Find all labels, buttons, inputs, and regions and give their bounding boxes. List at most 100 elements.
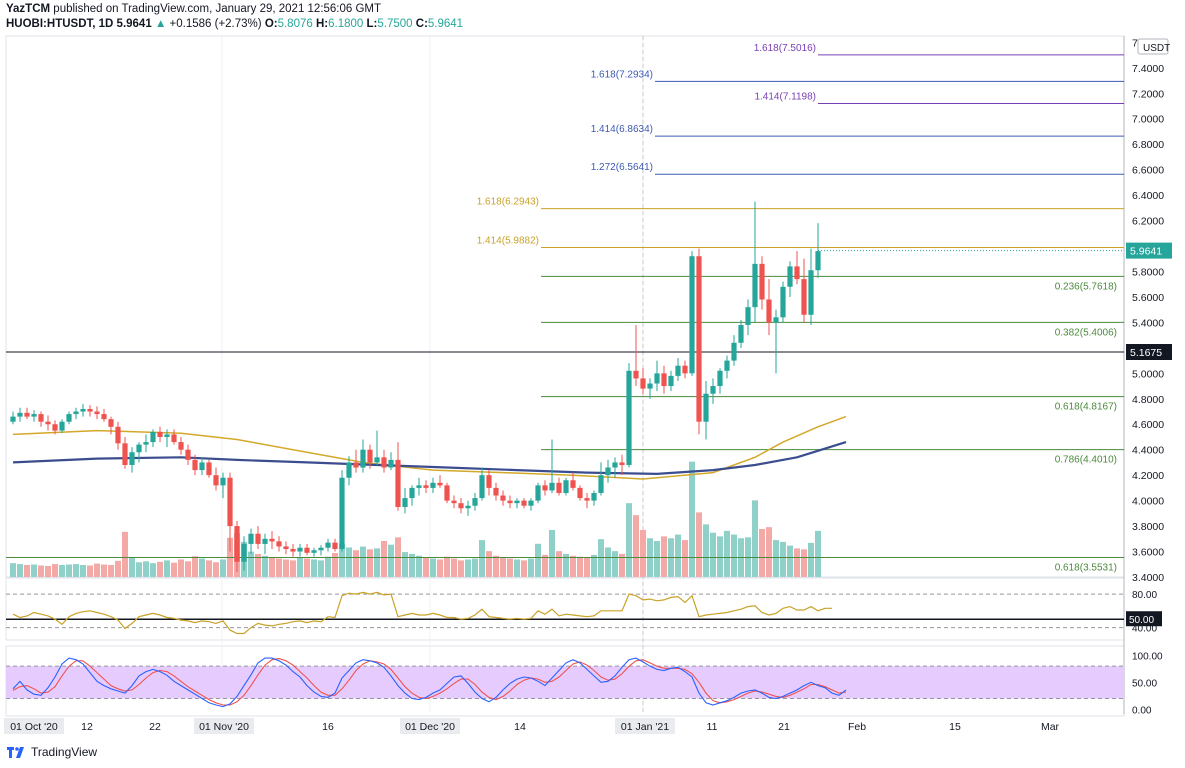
currency-label: USDT (1143, 43, 1170, 54)
price-tick-label: 6.4000 (1132, 190, 1164, 202)
candle-body (73, 411, 79, 415)
price-tick-label: 5.6000 (1132, 292, 1164, 304)
volume-bar (787, 545, 793, 577)
last-price-box (1126, 242, 1172, 259)
candle-body (234, 526, 240, 562)
volume-bar (66, 564, 72, 577)
candle-body (290, 548, 296, 552)
volume-bar (339, 543, 345, 577)
candle-body (752, 263, 758, 308)
candle-body (717, 370, 723, 387)
author-name[interactable]: YazTCM (6, 3, 51, 15)
time-tick-box (194, 718, 254, 734)
candle-body (52, 424, 58, 431)
candle-body (661, 373, 667, 387)
candle-body (563, 480, 569, 493)
volume-bar (766, 527, 772, 577)
candle-body (766, 299, 772, 323)
volume-bar (640, 529, 646, 577)
price-tick-label: 7.4000 (1132, 63, 1164, 75)
price-change: +0.1586 (+2.73%) (169, 18, 262, 30)
candle-body (262, 538, 268, 544)
volume-bar (633, 515, 639, 577)
price-tick-label: 3.8000 (1132, 521, 1164, 533)
publish-text: published on TradingView.com, January 29… (53, 3, 382, 15)
volume-bar (493, 555, 499, 577)
candle-body (255, 533, 261, 544)
candle-body (577, 487, 583, 499)
candle-body (367, 449, 373, 463)
candle-body (311, 550, 317, 553)
symbol-name: HUOBI:HTUSDT, 1D (6, 18, 114, 30)
volume-bar (325, 556, 331, 577)
volume-bar (353, 550, 359, 577)
volume-bar (38, 565, 44, 577)
time-tick-label: 15 (949, 721, 961, 733)
volume-bar (206, 560, 212, 577)
rsi-level-box (1126, 611, 1162, 627)
candle-body (472, 498, 478, 506)
volume-bar (220, 559, 226, 577)
volume-bar (416, 555, 422, 577)
volume-bar (514, 559, 520, 577)
volume-bar (710, 532, 716, 577)
volume-bar (563, 553, 569, 577)
volume-bar (724, 530, 730, 577)
volume-bar (577, 556, 583, 577)
candle-body (668, 375, 674, 387)
volume-bar (59, 565, 65, 577)
volume-bar (535, 543, 541, 577)
volume-bar (185, 561, 191, 577)
candle-body (514, 500, 520, 504)
volume-bar (584, 557, 590, 577)
price-tick-label: 5.0000 (1132, 368, 1164, 380)
candle-body (451, 500, 457, 504)
high-label: H: (315, 18, 329, 30)
tradingview-brand[interactable]: TradingView (31, 745, 98, 759)
volume-bar (136, 562, 142, 577)
volume-bar (346, 547, 352, 577)
volume-bar (409, 553, 415, 577)
volume-bar (150, 563, 156, 577)
candle-body (220, 477, 226, 486)
currency-box (1137, 38, 1169, 55)
candle-body (465, 505, 471, 509)
price-tick-label: 6.8000 (1132, 139, 1164, 151)
volume-bar (290, 560, 296, 577)
candle-body (94, 411, 100, 415)
volume-bar (199, 558, 205, 577)
candle-body (318, 547, 324, 551)
candle-body (794, 266, 800, 280)
volume-bar (626, 503, 632, 577)
candle-body (185, 449, 191, 460)
volume-bar (24, 565, 30, 577)
volume-bar (311, 559, 317, 577)
candle-body (787, 266, 793, 287)
volume-bar (780, 541, 786, 577)
volume-bar (731, 534, 737, 577)
candle-body (724, 360, 730, 371)
volume-bar (269, 557, 275, 577)
volume-bar (773, 540, 779, 577)
symbol-info: HUOBI:HTUSDT, 1D 5.9641 ▲ +0.1586 (+2.73… (6, 18, 463, 30)
candle-body (626, 370, 632, 465)
volume-bar (402, 552, 408, 577)
candle-body (325, 542, 331, 548)
candle-body (605, 467, 611, 476)
candle-body (507, 500, 513, 504)
candle-body (115, 426, 121, 444)
volume-bar (122, 531, 128, 577)
candle-body (283, 546, 289, 549)
candle-body (381, 457, 387, 468)
time-tick-label: 01 Jan '21 (621, 721, 669, 733)
candle-body (388, 459, 394, 468)
candle-body (24, 412, 30, 417)
price-tick-label: 7.0000 (1132, 114, 1164, 126)
time-tick-box (615, 718, 675, 734)
candle-body (395, 459, 401, 507)
volume-bar (262, 555, 268, 577)
fib-level-label: 0.786(4.4010) (1055, 455, 1117, 466)
support-label: 5.1675 (1130, 347, 1162, 359)
volume-bar (73, 564, 79, 577)
